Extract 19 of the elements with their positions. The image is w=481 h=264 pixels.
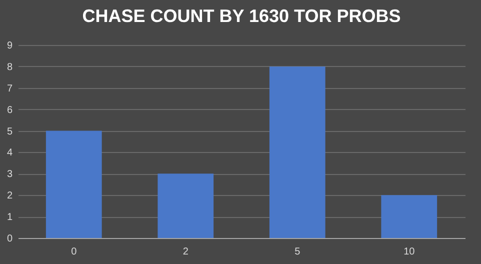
y-tick-label: 8 <box>6 62 13 73</box>
y-tick-label: 9 <box>6 40 13 52</box>
bar <box>269 66 326 238</box>
bar <box>158 174 214 238</box>
x-tick-label: 10 <box>404 246 416 258</box>
y-tick-label: 6 <box>6 104 13 116</box>
y-tick-label: 3 <box>6 169 13 180</box>
y-tick-label: 4 <box>6 148 13 159</box>
bar <box>46 130 102 238</box>
y-tick-label: 0 <box>6 234 13 244</box>
y-tick-label: 5 <box>6 126 13 138</box>
x-tick-label: 0 <box>71 246 78 258</box>
y-tick-label: 7 <box>6 83 13 94</box>
x-tick-label: 5 <box>294 246 301 258</box>
bar <box>381 195 438 238</box>
chart-title: CHASE COUNT BY 1630 TOR PROBS <box>82 6 401 26</box>
y-tick-label: 2 <box>6 190 13 202</box>
y-tick-label: 1 <box>6 212 13 224</box>
x-tick-label: 2 <box>182 246 189 258</box>
